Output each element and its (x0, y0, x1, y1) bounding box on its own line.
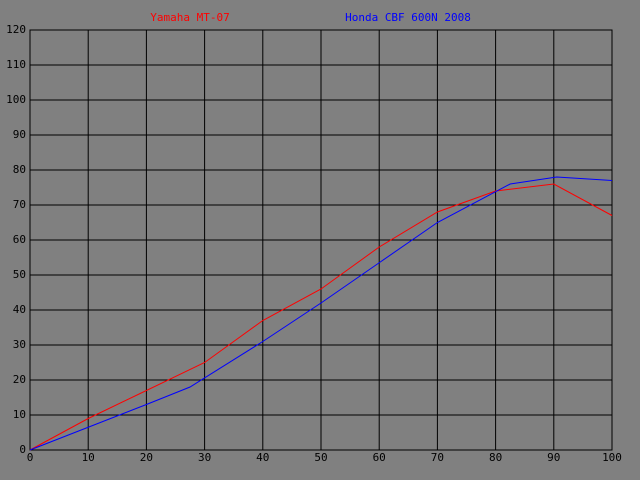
data-line (29, 176, 613, 451)
x-tick-label: 20 (140, 451, 153, 464)
y-tick-label: 120 (6, 23, 26, 36)
x-tick-label: 40 (256, 451, 269, 464)
y-tick-label: 50 (13, 268, 26, 281)
y-tick-label: 90 (13, 128, 26, 141)
x-tick-label: 60 (373, 451, 386, 464)
y-tick-label: 30 (13, 338, 26, 351)
y-tick-label: 60 (13, 233, 26, 246)
y-tick-label: 10 (13, 408, 26, 421)
x-tick-label: 100 (602, 451, 622, 464)
legend-entry: Honda CBF 600N 2008 (345, 11, 471, 24)
y-tick-label: 80 (13, 163, 26, 176)
x-tick-label: 90 (547, 451, 560, 464)
y-tick-label: 20 (13, 373, 26, 386)
y-tick-label: 100 (6, 93, 26, 106)
y-tick-label: 0 (19, 443, 26, 456)
legend-entry: Yamaha MT-07 (150, 11, 229, 24)
x-tick-label: 30 (198, 451, 211, 464)
x-tick-label: 50 (314, 451, 327, 464)
y-tick-label: 40 (13, 303, 26, 316)
x-tick-label: 80 (489, 451, 502, 464)
x-tick-label: 0 (27, 451, 34, 464)
x-tick-label: 70 (431, 451, 444, 464)
y-tick-label: 70 (13, 198, 26, 211)
data-line (29, 183, 613, 451)
x-tick-label: 10 (82, 451, 95, 464)
y-tick-label: 110 (6, 58, 26, 71)
